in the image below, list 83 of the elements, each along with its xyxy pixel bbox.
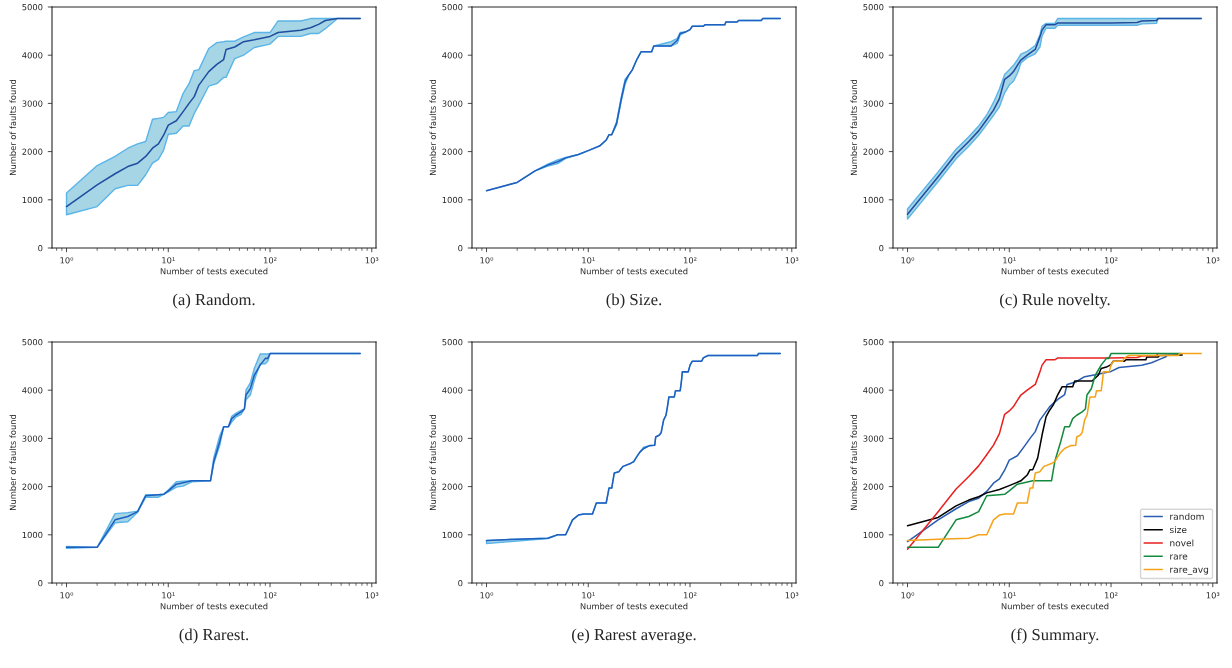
y-tick-label: 1000 bbox=[863, 196, 884, 204]
y-tick-label: 2000 bbox=[22, 483, 43, 490]
x-axis-title: Number of tests executed bbox=[160, 602, 268, 610]
y-tick-label: 5000 bbox=[442, 338, 463, 346]
y-tick-label: 5000 bbox=[442, 3, 463, 11]
y-tick-label: 3000 bbox=[863, 435, 884, 442]
y-tick-label: 4000 bbox=[22, 387, 43, 394]
x-tick-label: 10⁰ bbox=[480, 257, 494, 264]
y-tick-label: 2000 bbox=[863, 148, 884, 155]
legend-label: novel bbox=[1170, 539, 1194, 547]
legend-label: random bbox=[1170, 512, 1204, 520]
y-tick-label: 0 bbox=[458, 579, 463, 587]
x-tick-label: 10³ bbox=[365, 592, 379, 599]
x-tick-label: 10⁰ bbox=[901, 592, 915, 599]
y-tick-label: 2000 bbox=[442, 483, 463, 490]
y-tick-label: 5000 bbox=[863, 338, 884, 346]
x-tick-label: 10³ bbox=[1206, 257, 1220, 264]
y-tick-label: 3000 bbox=[863, 100, 884, 107]
y-axis-title: Number of faults found bbox=[429, 414, 436, 510]
y-tick-label: 4000 bbox=[442, 52, 463, 59]
x-tick-label: 10¹ bbox=[162, 592, 175, 599]
x-tick-label: 10² bbox=[1104, 257, 1118, 264]
legend-label: size bbox=[1169, 526, 1187, 534]
y-tick-label: 5000 bbox=[22, 338, 43, 346]
text: (e) Rarest average. bbox=[572, 628, 696, 644]
x-tick-label: 10³ bbox=[1206, 592, 1220, 599]
text: (d) Rarest. bbox=[179, 628, 249, 644]
x-axis-title: Number of tests executed bbox=[1001, 602, 1109, 610]
y-tick-label: 2000 bbox=[863, 483, 884, 490]
y-tick-label: 0 bbox=[38, 244, 43, 252]
y-axis-title: Number of faults found bbox=[429, 79, 436, 175]
y-tick-label: 3000 bbox=[442, 100, 463, 107]
x-tick-label: 10¹ bbox=[1003, 257, 1016, 264]
y-tick-label: 1000 bbox=[22, 196, 43, 204]
y-tick-label: 3000 bbox=[22, 100, 43, 107]
y-tick-label: 1000 bbox=[22, 531, 43, 539]
x-tick-label: 10¹ bbox=[582, 257, 595, 264]
x-tick-label: 10¹ bbox=[162, 257, 175, 264]
x-tick-label: 10⁰ bbox=[60, 257, 74, 264]
legend-label: rare_avg bbox=[1170, 567, 1209, 575]
x-axis-title: Number of tests executed bbox=[580, 267, 688, 275]
y-tick-label: 4000 bbox=[22, 52, 43, 59]
y-tick-label: 5000 bbox=[863, 3, 884, 11]
y-tick-label: 2000 bbox=[22, 148, 43, 155]
y-tick-label: 3000 bbox=[442, 435, 463, 442]
x-tick-label: 10³ bbox=[785, 257, 799, 264]
y-tick-label: 3000 bbox=[22, 435, 43, 442]
x-tick-label: 10³ bbox=[785, 592, 799, 599]
x-tick-label: 10³ bbox=[365, 257, 379, 264]
x-tick-label: 10² bbox=[683, 592, 697, 599]
text: (c) Rule novelty. bbox=[1000, 293, 1110, 309]
x-tick-label: 10¹ bbox=[1003, 592, 1016, 599]
x-tick-label: 10² bbox=[1104, 592, 1118, 599]
y-axis-title: Number of faults found bbox=[850, 79, 857, 175]
y-tick-label: 0 bbox=[458, 244, 463, 252]
x-axis-title: Number of tests executed bbox=[1001, 267, 1109, 275]
y-tick-label: 1000 bbox=[442, 196, 463, 204]
y-tick-label: 4000 bbox=[863, 387, 884, 394]
y-tick-label: 0 bbox=[879, 579, 884, 587]
y-axis-title: Number of faults found bbox=[9, 79, 16, 175]
text: (b) Size. bbox=[606, 293, 662, 309]
legend-label: rare bbox=[1170, 554, 1188, 560]
y-tick-label: 2000 bbox=[442, 148, 463, 155]
x-axis-title: Number of tests executed bbox=[160, 267, 268, 275]
text: (a) Random. bbox=[173, 293, 255, 309]
x-tick-label: 10⁰ bbox=[480, 592, 494, 599]
x-tick-label: 10² bbox=[263, 257, 277, 264]
y-tick-label: 0 bbox=[38, 579, 43, 587]
y-tick-label: 5000 bbox=[22, 3, 43, 11]
y-axis-title: Number of faults found bbox=[9, 414, 16, 510]
x-tick-label: 10¹ bbox=[582, 592, 595, 599]
x-tick-label: 10⁰ bbox=[60, 592, 74, 599]
text: (f) Summary. bbox=[1011, 628, 1099, 644]
x-axis-title: Number of tests executed bbox=[580, 602, 688, 610]
y-axis-title: Number of faults found bbox=[850, 414, 857, 510]
x-tick-label: 10⁰ bbox=[901, 257, 915, 264]
y-tick-label: 1000 bbox=[863, 531, 884, 539]
x-tick-label: 10² bbox=[683, 257, 697, 264]
y-tick-label: 4000 bbox=[863, 52, 884, 59]
y-tick-label: 4000 bbox=[442, 387, 463, 394]
y-tick-label: 0 bbox=[879, 244, 884, 252]
y-tick-label: 1000 bbox=[442, 531, 463, 539]
x-tick-label: 10² bbox=[263, 592, 277, 599]
